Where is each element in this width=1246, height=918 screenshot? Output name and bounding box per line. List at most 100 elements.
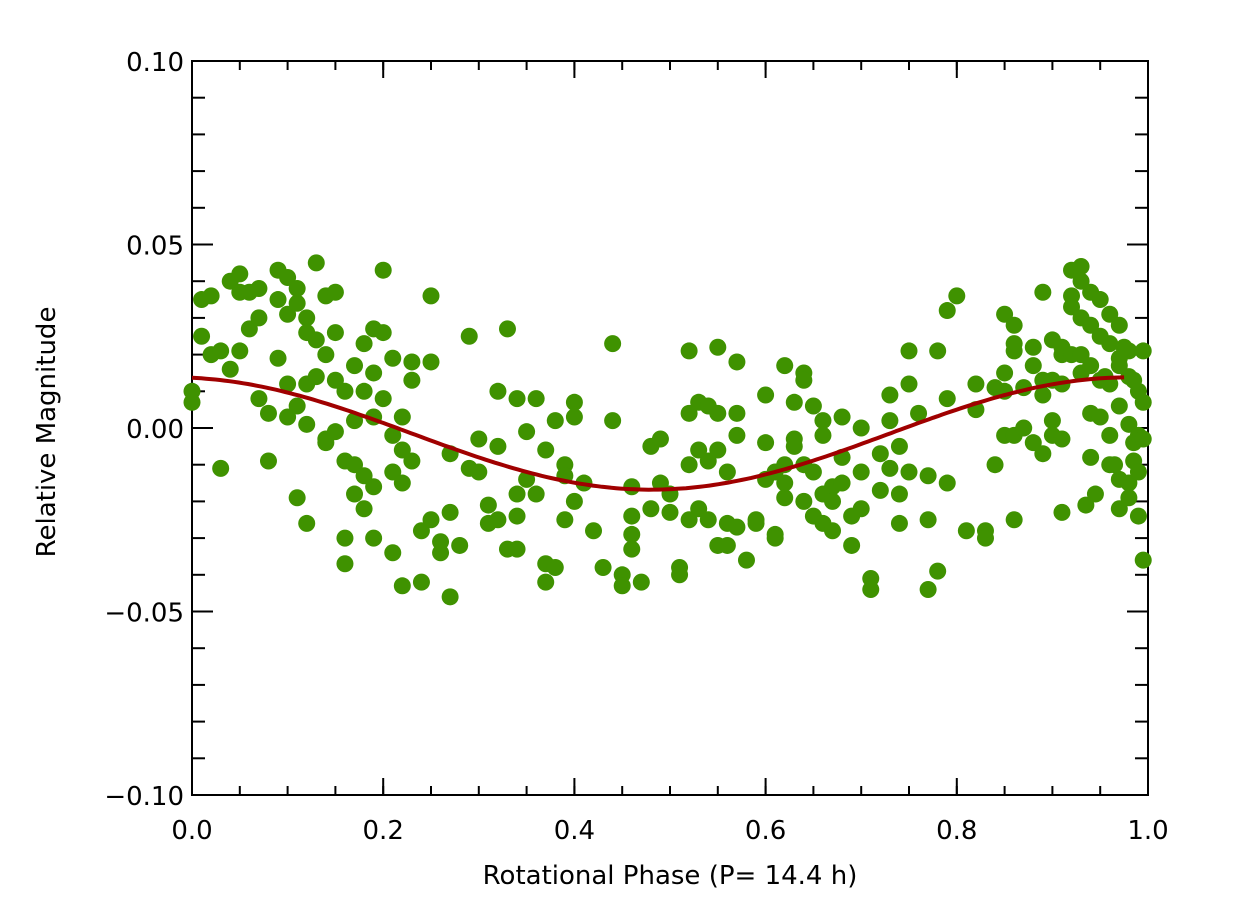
x-axis-label: Rotational Phase (P= 14.4 h) xyxy=(483,861,858,891)
data-point xyxy=(498,320,516,338)
axis-ticks xyxy=(191,60,1149,796)
data-point xyxy=(403,371,421,389)
data-point xyxy=(623,525,641,543)
data-point xyxy=(852,500,870,518)
data-point xyxy=(804,463,822,481)
data-point xyxy=(307,368,325,386)
data-point xyxy=(1110,397,1128,415)
data-point xyxy=(250,390,268,408)
data-point xyxy=(365,364,383,382)
fit-curve xyxy=(191,375,1125,492)
data-point xyxy=(1034,445,1052,463)
data-points xyxy=(183,254,1152,606)
data-point xyxy=(766,529,784,547)
data-point xyxy=(546,412,564,430)
data-point xyxy=(1101,426,1119,444)
data-point xyxy=(317,434,335,452)
data-point xyxy=(183,382,201,400)
data-point xyxy=(690,500,708,518)
data-point xyxy=(460,327,478,345)
data-point xyxy=(326,324,344,342)
data-point xyxy=(346,357,364,375)
y-axis-label: Relative Magnitude xyxy=(32,307,62,558)
data-point xyxy=(900,463,918,481)
data-point xyxy=(441,503,459,521)
data-point xyxy=(1034,386,1052,404)
data-point xyxy=(623,507,641,525)
data-point xyxy=(384,463,402,481)
data-point xyxy=(355,335,373,353)
data-point xyxy=(1024,357,1042,375)
data-point xyxy=(537,573,555,591)
data-point xyxy=(881,386,899,404)
data-point xyxy=(632,573,650,591)
data-point xyxy=(709,338,727,356)
data-point xyxy=(938,474,956,492)
data-point xyxy=(1072,346,1090,364)
data-point xyxy=(833,408,851,426)
data-point xyxy=(317,346,335,364)
data-point xyxy=(279,408,297,426)
data-point xyxy=(776,474,794,492)
data-point xyxy=(307,254,325,272)
tick-labels: 0.0 0.2 0.4 0.6 0.8 1.0 −0.10 −0.05 0.00 0.05 0.10 xyxy=(104,48,1168,846)
x-tick-label: 0.2 xyxy=(363,816,404,846)
data-point xyxy=(718,536,736,554)
data-point xyxy=(919,511,937,529)
data-point xyxy=(307,331,325,349)
data-point xyxy=(1072,272,1090,290)
x-tick-label: 1.0 xyxy=(1127,816,1168,846)
data-point xyxy=(776,489,794,507)
data-point xyxy=(441,588,459,606)
data-point xyxy=(403,353,421,371)
data-point xyxy=(1005,316,1023,334)
data-point xyxy=(1110,349,1128,367)
data-point xyxy=(518,470,536,488)
data-point xyxy=(1086,485,1104,503)
data-point xyxy=(852,419,870,437)
data-point xyxy=(393,577,411,595)
data-point xyxy=(412,573,430,591)
data-point xyxy=(804,397,822,415)
data-point xyxy=(843,536,861,554)
data-point xyxy=(919,467,937,485)
data-point xyxy=(1134,551,1152,569)
data-point xyxy=(604,335,622,353)
data-point xyxy=(269,349,287,367)
data-point xyxy=(1082,448,1100,466)
data-point xyxy=(288,489,306,507)
data-point xyxy=(1005,511,1023,529)
data-point xyxy=(890,485,908,503)
y-tick-label: 0.00 xyxy=(126,415,184,445)
data-point xyxy=(212,342,230,360)
data-point xyxy=(1101,305,1119,323)
data-point xyxy=(680,511,698,529)
data-point xyxy=(193,327,211,345)
data-point xyxy=(326,423,344,441)
data-point xyxy=(202,287,220,305)
data-point xyxy=(737,551,755,569)
data-point xyxy=(298,514,316,532)
data-point xyxy=(642,500,660,518)
data-point xyxy=(422,511,440,529)
data-point xyxy=(565,408,583,426)
data-point xyxy=(374,261,392,279)
data-point xyxy=(336,555,354,573)
data-point xyxy=(1063,298,1081,316)
data-point xyxy=(910,404,928,422)
data-point xyxy=(355,500,373,518)
data-point xyxy=(1072,258,1090,276)
data-point xyxy=(976,529,994,547)
data-point xyxy=(699,452,717,470)
data-point xyxy=(279,269,297,287)
data-point xyxy=(996,364,1014,382)
data-point xyxy=(355,467,373,485)
data-point xyxy=(651,474,669,492)
data-point xyxy=(355,382,373,400)
data-point xyxy=(326,371,344,389)
data-point xyxy=(298,309,316,327)
data-point xyxy=(470,430,488,448)
data-point xyxy=(279,375,297,393)
data-point xyxy=(298,415,316,433)
